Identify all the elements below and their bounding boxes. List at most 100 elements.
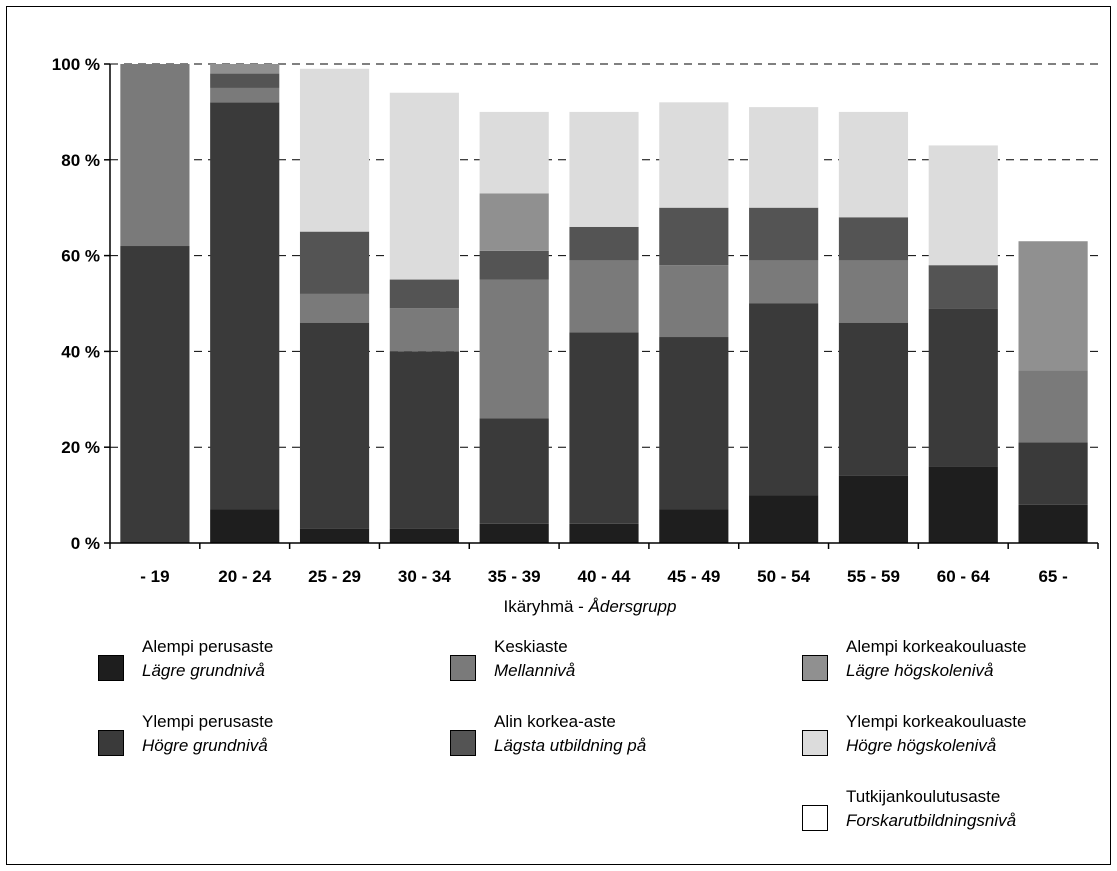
chart-frame — [6, 6, 1111, 865]
bar-segment — [210, 87, 280, 103]
x-tick-label: 45 - 49 — [667, 567, 720, 586]
legend-item: Keskiaste Mellannivå — [450, 637, 770, 697]
legend-label-sv: Högre grundnivå — [142, 736, 268, 755]
legend-item: Alempi korkeakouluaste Lägre högskoleniv… — [802, 637, 1117, 697]
bar-segment — [659, 265, 729, 338]
legend-label: Keskiaste — [494, 637, 568, 656]
legend-label: Alin korkea-aste — [494, 712, 616, 731]
bar-segment — [210, 509, 280, 543]
bar-segment — [1018, 442, 1088, 505]
legend-label-sv: Lägre högskolenivå — [846, 661, 994, 680]
bar-segment — [479, 279, 549, 419]
bar-segment — [389, 528, 459, 543]
bar-segment — [389, 279, 459, 309]
legend-label: Ylempi korkeakouluaste — [846, 712, 1027, 731]
bar-segment — [838, 111, 909, 218]
bar-segment — [569, 111, 639, 227]
x-tick-label: 55 - 59 — [847, 567, 900, 586]
bar-segment — [210, 73, 280, 88]
x-tick-label: 25 - 29 — [308, 567, 361, 586]
bar-segment — [479, 523, 549, 543]
bar-segment — [479, 193, 549, 251]
bar-segment — [569, 260, 639, 333]
x-axis-title: Ikäryhmä - Ådersgrupp — [504, 597, 677, 616]
bar-segment — [479, 111, 549, 194]
bar-segment — [299, 528, 370, 543]
bar-segment — [749, 495, 819, 543]
x-tick-label: 30 - 34 — [398, 567, 451, 586]
legend-item: Alempi perusaste Lägre grundnivå — [98, 637, 418, 697]
legend-label-sv: Lägsta utbildning på — [494, 736, 647, 755]
legend-swatch — [802, 730, 828, 756]
legend-item: Alin korkea-aste Lägsta utbildning på — [450, 712, 770, 772]
bar-segment — [838, 322, 909, 476]
bar-segment — [389, 308, 459, 352]
bar-segment — [838, 217, 909, 261]
legend-swatch — [98, 730, 124, 756]
bar-segment — [120, 246, 190, 543]
bar-segment — [659, 337, 729, 510]
legend-swatch — [98, 655, 124, 681]
axes — [104, 63, 1099, 549]
y-tick-label: 40 % — [61, 342, 100, 361]
y-tick-label: 100 % — [52, 55, 100, 74]
legend-item: Tutkijankoulutusaste Forskarutbildningsn… — [802, 787, 1117, 847]
bar-segment — [1018, 241, 1088, 371]
bar-segment — [749, 107, 819, 208]
bar-segment — [659, 207, 729, 266]
bar-segment — [928, 145, 998, 266]
y-tick-label: 0 % — [71, 534, 100, 553]
legend-label-sv: Lägre grundnivå — [142, 661, 265, 680]
x-tick-label: 20 - 24 — [218, 567, 271, 586]
bar-segment — [749, 303, 819, 496]
bar-segment — [749, 260, 819, 304]
bars — [120, 64, 1088, 543]
legend-item: Ylempi korkeakouluaste Högre högskoleniv… — [802, 712, 1117, 772]
legend-item: Ylempi perusaste Högre grundnivå — [98, 712, 418, 772]
bar-segment — [569, 332, 639, 524]
legend-swatch — [450, 730, 476, 756]
bar-segment — [389, 351, 459, 529]
bar-segment — [210, 102, 280, 510]
legend-swatch — [802, 655, 828, 681]
legend-label: Alempi korkeakouluaste — [846, 637, 1027, 656]
legend-swatch — [450, 655, 476, 681]
x-tick-label: 35 - 39 — [488, 567, 541, 586]
tick-labels: - 19 20 - 24 25 - 29 30 - 34 35 - 39 40 - 44 4… — [52, 55, 1068, 586]
legend-label-sv: Högre högskolenivå — [846, 736, 997, 755]
bar-segment — [479, 418, 549, 524]
legend-label-sv: Forskarutbildningsnivå — [846, 811, 1017, 830]
bar-segment — [120, 64, 190, 247]
legend-label: Alempi perusaste — [142, 637, 274, 656]
y-tick-label: 80 % — [61, 151, 100, 170]
legend-swatch — [802, 805, 828, 831]
bar-segment — [1018, 504, 1088, 543]
bar-segment — [928, 466, 998, 543]
x-tick-label: 40 - 44 — [578, 567, 631, 586]
bar-segment — [569, 226, 639, 261]
bar-segment — [389, 92, 459, 280]
y-tick-label: 20 % — [61, 438, 100, 457]
bar-segment — [928, 265, 998, 309]
bar-segment — [299, 68, 370, 232]
bar-segment — [659, 102, 729, 208]
y-tick-label: 60 % — [61, 247, 100, 266]
bar-segment — [479, 250, 549, 280]
bar-segment — [838, 475, 909, 543]
bar-segment — [659, 509, 729, 543]
bar-segment — [838, 260, 909, 323]
bar-segment — [299, 231, 370, 294]
bar-segment — [1018, 370, 1088, 443]
x-tick-label: 50 - 54 — [757, 567, 810, 586]
legend-label-sv: Mellannivå — [494, 661, 576, 680]
bar-segment — [299, 293, 370, 323]
legend-label: Tutkijankoulutusaste — [846, 787, 1001, 806]
bar-segment — [299, 322, 370, 529]
bar-segment — [210, 64, 280, 74]
bar-segment — [569, 523, 639, 543]
x-tick-label: - 19 — [140, 567, 169, 586]
bar-segment — [928, 308, 998, 467]
bar-segment — [749, 207, 819, 261]
x-tick-label: 65 - — [1038, 567, 1067, 586]
